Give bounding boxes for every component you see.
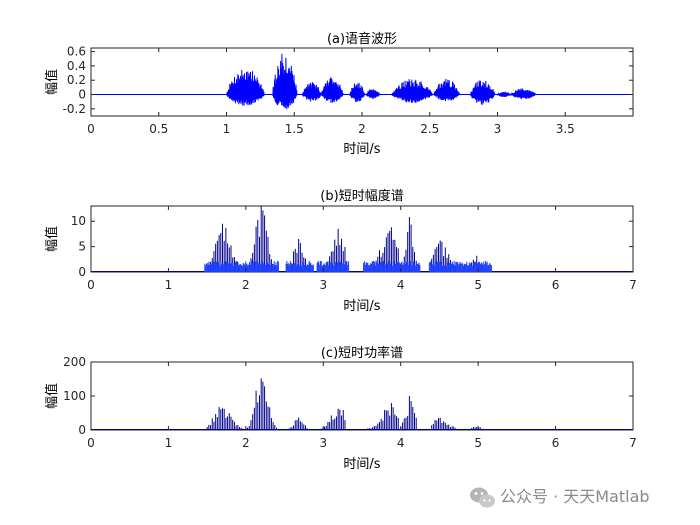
x-tick-label: 0.5 — [149, 122, 168, 136]
power-series — [91, 378, 633, 430]
x-tick-label: 3 — [319, 278, 327, 292]
y-axis-ticks: 0 100 200 — [63, 355, 633, 437]
y-tick-label: 5 — [78, 240, 86, 254]
y-tick-label: 0 — [78, 423, 86, 437]
waveform-burst — [365, 89, 381, 99]
x-tick-label: 4 — [397, 278, 405, 292]
x-axis-ticks: 0 1 2 3 4 5 6 7 — [87, 206, 637, 292]
waveform-burst — [226, 69, 265, 106]
y-tick-label: -0.2 — [63, 102, 86, 116]
chart-title: (b)短时幅度谱 — [320, 188, 403, 204]
y-tick-label: 100 — [63, 389, 86, 403]
amplitude-spectrum-subplot: (b)短时幅度谱 0 1 2 3 4 5 6 7 0 5 10 时间/s 幅值 — [44, 188, 637, 314]
waveform-burst — [301, 82, 322, 102]
y-tick-label: 0.2 — [67, 73, 86, 87]
y-axis-ticks: -0.200.20.40.6 — [63, 45, 633, 116]
y-axis-ticks: 0 5 10 — [71, 214, 633, 279]
y-tick-label: 200 — [63, 355, 86, 369]
x-tick-label: 0 — [87, 278, 95, 292]
y-axis-label: 幅值 — [44, 226, 60, 252]
x-tick-label: 1 — [223, 122, 231, 136]
waveform-burst — [469, 80, 496, 106]
chart-title: (a)语音波形 — [327, 31, 397, 47]
x-tick-label: 5 — [474, 436, 482, 450]
waveform-burst — [320, 77, 344, 103]
x-tick-label: 1.5 — [285, 122, 304, 136]
plot-area — [90, 361, 634, 431]
y-axis-label: 幅值 — [44, 69, 60, 95]
x-tick-label: 1 — [165, 436, 173, 450]
plot-area — [90, 47, 634, 117]
x-tick-label: 7 — [629, 436, 637, 450]
x-tick-label: 2 — [242, 436, 250, 450]
x-axis-label: 时间/s — [343, 457, 380, 472]
x-axis-label: 时间/s — [343, 142, 380, 157]
chart-title: (c)短时功率谱 — [321, 345, 403, 361]
y-tick-label: 10 — [71, 214, 86, 228]
waveform-burst — [497, 91, 512, 98]
y-tick-label: 0.6 — [67, 45, 86, 59]
x-tick-label: 0 — [87, 122, 95, 136]
watermark: 公众号 · 天天Matlab — [470, 487, 650, 508]
x-tick-label: 6 — [552, 436, 560, 450]
plot-area — [90, 205, 634, 273]
waveform-burst — [510, 88, 536, 100]
x-tick-label: 2 — [358, 122, 366, 136]
waveform-series — [91, 53, 633, 110]
x-tick-label: 2.5 — [420, 122, 439, 136]
x-tick-label: 3.5 — [556, 122, 575, 136]
waveform-burst — [272, 53, 298, 110]
waveform-subplot: (a)语音波形 0 0.5 1 1.5 2 2.5 3 3.5 -0.200.20.40.6 … — [44, 31, 634, 157]
x-tick-label: 5 — [474, 278, 482, 292]
y-tick-label: 0.4 — [67, 59, 86, 73]
x-tick-label: 0 — [87, 436, 95, 450]
power-spectrum-subplot: (c)短时功率谱 0 1 2 3 4 5 6 7 0 100 200 时间/s 幅值 — [44, 345, 637, 472]
x-tick-label: 6 — [552, 278, 560, 292]
wechat-icon — [470, 487, 495, 508]
y-tick-label: 0 — [78, 265, 86, 279]
waveform-burst — [391, 79, 433, 103]
waveform-burst — [433, 78, 461, 102]
watermark-text: 公众号 · 天天Matlab — [500, 487, 650, 506]
x-tick-label: 3 — [319, 436, 327, 450]
x-tick-label: 4 — [397, 436, 405, 450]
waveform-burst — [349, 82, 366, 103]
x-tick-label: 3 — [494, 122, 502, 136]
x-tick-label: 1 — [165, 278, 173, 292]
x-axis-ticks: 0 1 2 3 4 5 6 7 — [87, 362, 637, 450]
x-axis-label: 时间/s — [343, 299, 380, 314]
y-axis-label: 幅值 — [44, 383, 60, 409]
x-tick-label: 2 — [242, 278, 250, 292]
y-tick-label: 0 — [78, 88, 86, 102]
x-tick-label: 7 — [629, 278, 637, 292]
amplitude-series — [91, 206, 633, 272]
